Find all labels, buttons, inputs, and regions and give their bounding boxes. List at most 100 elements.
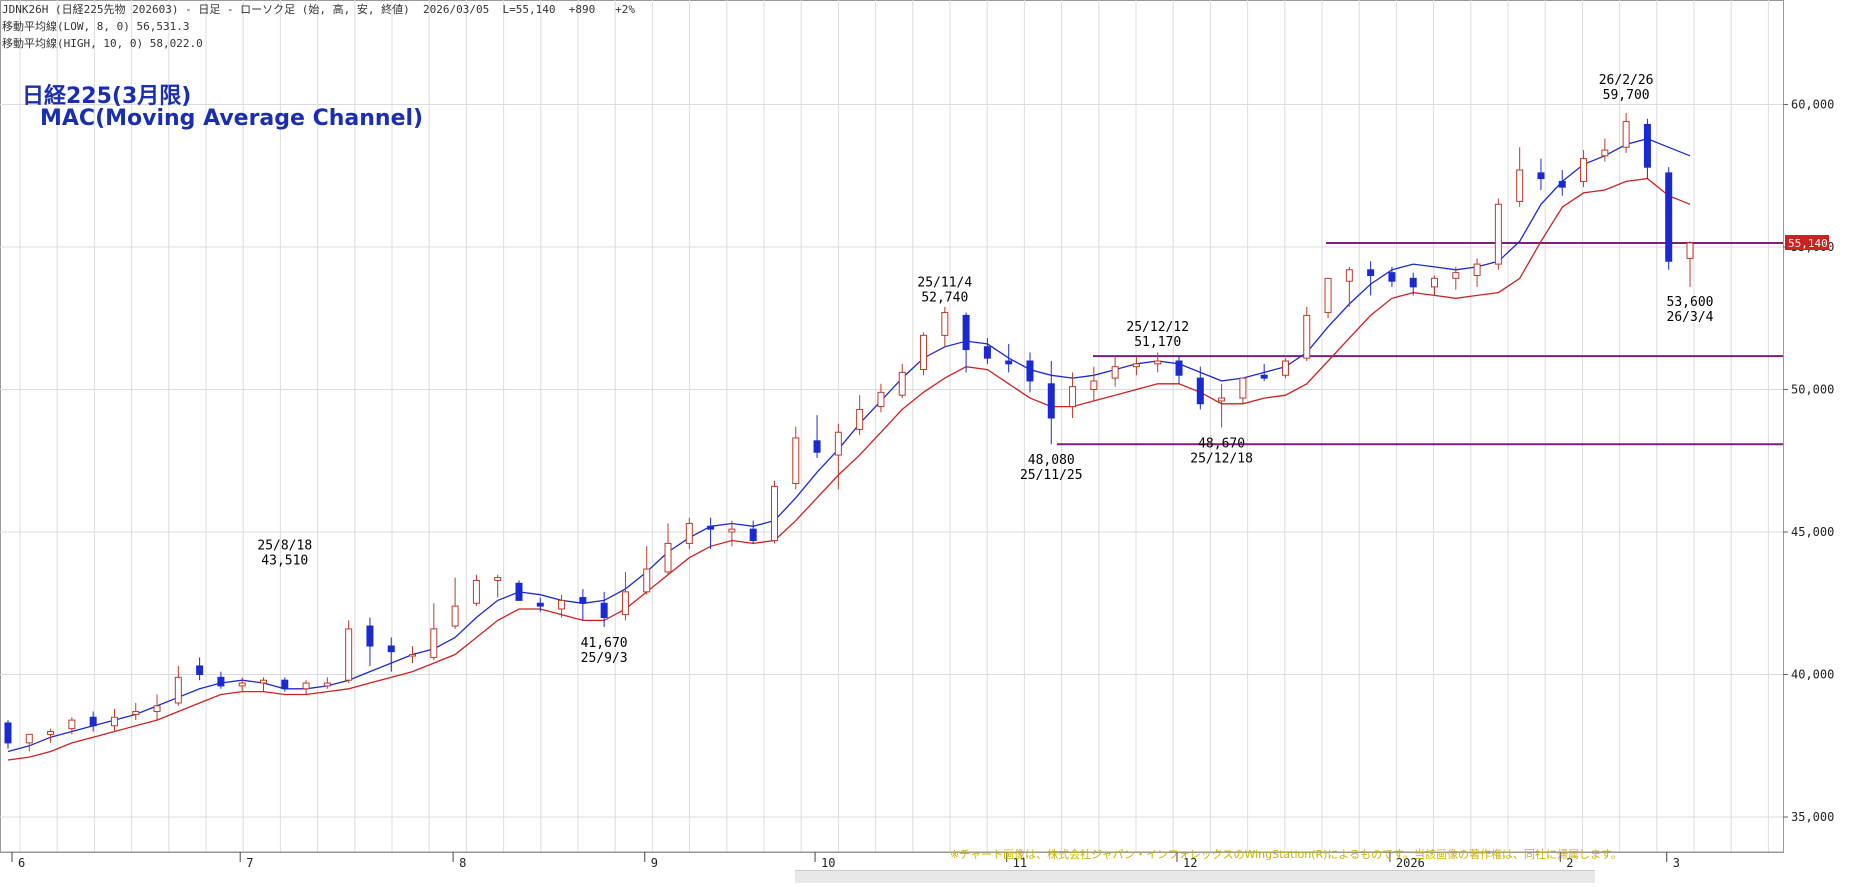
candle bbox=[621, 571, 629, 621]
candle-body bbox=[1431, 277, 1439, 288]
candle bbox=[1622, 113, 1630, 153]
candle-body bbox=[1069, 386, 1077, 408]
candle-body bbox=[536, 602, 544, 607]
candle-body bbox=[1218, 397, 1226, 402]
candle-body bbox=[856, 408, 864, 430]
candle-body bbox=[1281, 360, 1289, 376]
candle bbox=[1601, 138, 1609, 162]
annotation-line-2: 26/3/4 bbox=[1667, 310, 1714, 325]
candle bbox=[983, 338, 991, 364]
horizontal-scrollbar[interactable] bbox=[795, 870, 1595, 883]
candle-body bbox=[1111, 366, 1119, 379]
annotation-line-1: 41,670 bbox=[581, 636, 628, 651]
candle-body bbox=[47, 731, 55, 735]
y-tick-label: 60,000 bbox=[1791, 98, 1834, 112]
candle-body bbox=[387, 645, 395, 653]
candle bbox=[451, 577, 459, 629]
candle-body bbox=[1665, 172, 1673, 262]
annotation-line-2: 59,700 bbox=[1603, 88, 1650, 103]
candle-body bbox=[558, 599, 566, 610]
candle bbox=[1026, 352, 1034, 393]
candle-body bbox=[1473, 263, 1481, 277]
candle-body bbox=[1388, 272, 1396, 282]
candle-body bbox=[1132, 363, 1140, 368]
candle-body bbox=[451, 605, 459, 627]
candle-body bbox=[707, 525, 715, 530]
candle bbox=[1047, 361, 1055, 445]
candle-body bbox=[323, 682, 331, 687]
candle-body bbox=[600, 602, 608, 618]
candle-body bbox=[1303, 314, 1311, 359]
annotation-line-2: 25/9/3 bbox=[581, 651, 628, 666]
candle bbox=[1473, 258, 1481, 287]
candle-body bbox=[1026, 360, 1034, 382]
current-price-label: 55,140 bbox=[1788, 237, 1828, 250]
candle bbox=[1558, 170, 1566, 196]
candle-body bbox=[494, 577, 502, 581]
copyright-note: ※チャート画像は、株式会社ジャパン・インフォレックスのWingStation(R… bbox=[950, 848, 1622, 861]
candle-body bbox=[1367, 269, 1375, 276]
candle-body bbox=[430, 628, 438, 658]
annotation-line-1: 25/8/18 bbox=[257, 538, 312, 553]
candle-body bbox=[877, 391, 885, 408]
candle bbox=[1005, 343, 1013, 373]
annotation-line-2: 43,510 bbox=[261, 553, 308, 568]
x-month-label: 3 bbox=[1673, 856, 1680, 870]
candle-body bbox=[259, 679, 267, 684]
candle-body bbox=[1047, 383, 1055, 419]
candle-body bbox=[813, 440, 821, 453]
candle-body bbox=[515, 582, 523, 601]
candle bbox=[1090, 366, 1098, 401]
candle bbox=[89, 711, 97, 732]
candle-body bbox=[4, 722, 12, 744]
candle-body bbox=[132, 711, 140, 715]
candle bbox=[579, 589, 587, 621]
candle bbox=[1218, 383, 1226, 428]
candle bbox=[302, 680, 310, 695]
annotation-line-1: 48,080 bbox=[1028, 453, 1075, 468]
candle bbox=[1537, 158, 1545, 190]
ma-high-legend: 移動平均線(HIGH, 10, 0) 58,022.0 bbox=[2, 37, 203, 50]
candle bbox=[68, 717, 76, 735]
candle-body bbox=[174, 676, 182, 704]
candle-body bbox=[1239, 377, 1247, 399]
x-month-label: 10 bbox=[821, 856, 835, 870]
candle-body bbox=[1537, 172, 1545, 180]
candle bbox=[174, 665, 182, 706]
candle-body bbox=[1601, 149, 1609, 157]
candle-body bbox=[898, 371, 906, 396]
candle-body bbox=[749, 528, 757, 542]
candle-body bbox=[68, 719, 76, 730]
candle bbox=[1111, 355, 1119, 387]
candle bbox=[1452, 266, 1460, 290]
ma-high-line bbox=[7, 138, 1691, 753]
candle-body bbox=[1580, 158, 1588, 182]
candles bbox=[4, 113, 1694, 752]
candle-body bbox=[1643, 123, 1651, 168]
candle bbox=[515, 580, 523, 601]
x-month-label: 11 bbox=[1013, 856, 1027, 870]
candle bbox=[387, 637, 395, 672]
candle bbox=[707, 517, 715, 550]
candle bbox=[1239, 377, 1247, 404]
candle bbox=[941, 306, 949, 347]
candle-body bbox=[643, 568, 651, 593]
chart-header-line: JDNK26H (日経225先物 202603) - 日足 - ローソク足 (始… bbox=[2, 3, 635, 16]
candle bbox=[962, 312, 970, 373]
candle bbox=[153, 694, 161, 721]
grid-lines bbox=[0, 0, 1784, 853]
y-tick-label: 40,000 bbox=[1791, 668, 1834, 682]
annotation-line-1: 53,600 bbox=[1667, 295, 1714, 310]
y-tick-label: 35,000 bbox=[1791, 810, 1834, 824]
candle bbox=[664, 523, 672, 575]
y-axis: 35,00040,00045,00050,00055,00060,00055,1… bbox=[1783, 98, 1834, 824]
candle bbox=[1132, 356, 1140, 376]
candle-body bbox=[1005, 360, 1013, 365]
candle bbox=[494, 574, 502, 598]
candle bbox=[1494, 198, 1502, 270]
candle-body bbox=[1175, 360, 1183, 376]
candle-body bbox=[834, 431, 842, 456]
candle bbox=[643, 546, 651, 595]
x-month-label: 8 bbox=[459, 856, 466, 870]
candle-body bbox=[302, 682, 310, 690]
